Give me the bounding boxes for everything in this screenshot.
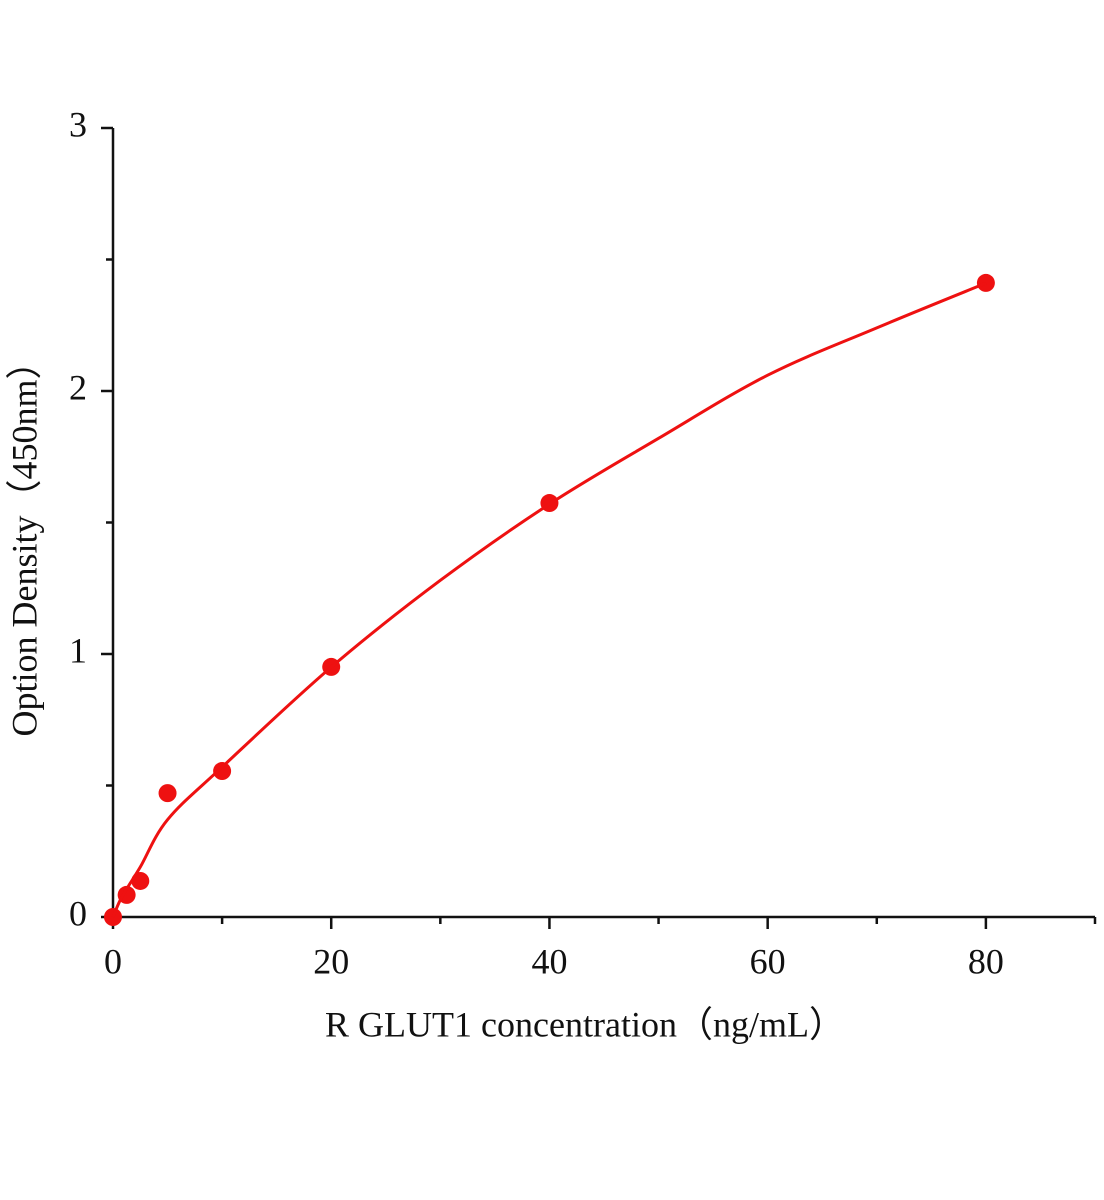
y-tick-label: 1	[69, 630, 87, 670]
data-point	[976, 273, 995, 292]
x-axis-title: R GLUT1 concentration（ng/mL）	[325, 1004, 845, 1044]
x-tick-label: 80	[968, 941, 1004, 981]
y-tick-label: 2	[69, 367, 87, 407]
x-tick-label: 40	[531, 941, 567, 981]
x-tick-label: 60	[750, 941, 786, 981]
y-tick-label: 0	[69, 893, 87, 933]
x-tick-label: 0	[104, 941, 122, 981]
y-tick-label: 3	[69, 104, 87, 144]
data-point	[213, 762, 232, 781]
fit-curve	[111, 281, 987, 918]
x-tick-label: 20	[313, 941, 349, 981]
data-point	[158, 784, 177, 803]
y-axis-title: Option Density（450nm）	[4, 344, 44, 737]
